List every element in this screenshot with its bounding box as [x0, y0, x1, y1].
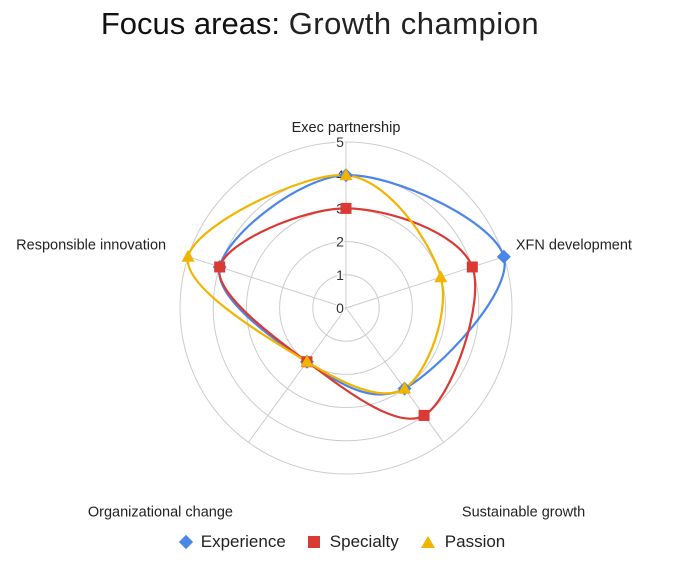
- category-label: Exec partnership: [292, 120, 401, 136]
- legend-label-passion: Passion: [444, 532, 506, 551]
- grid-spoke: [187, 256, 347, 309]
- category-label: Responsible innovation: [16, 238, 166, 254]
- data-point-passion: [434, 270, 448, 283]
- series-line-experience: [218, 174, 506, 396]
- chart-title: Focus areas: Growth champion: [0, 2, 640, 46]
- data-point-passion: [339, 168, 353, 181]
- legend-item-experience[interactable]: Experience: [178, 532, 286, 552]
- radial-tick-label: 0: [336, 300, 344, 316]
- series-line-specialty: [218, 207, 477, 420]
- grid-spoke: [248, 307, 347, 443]
- grid-spoke: [345, 256, 505, 309]
- data-point-specialty: [466, 261, 478, 273]
- legend-item-specialty[interactable]: Specialty: [307, 532, 399, 552]
- data-point-experience: [496, 249, 511, 264]
- radial-tick-label: 2: [336, 234, 344, 250]
- legend-label-specialty: Specialty: [329, 532, 399, 551]
- chart-title-prefix: Focus areas:: [100, 6, 281, 41]
- category-label: Sustainable growth: [462, 504, 585, 520]
- data-point-passion: [181, 249, 195, 262]
- data-point-specialty: [340, 202, 352, 214]
- data-point-specialty: [418, 409, 430, 421]
- triangle-marker-icon: [420, 536, 435, 548]
- legend: Experience Specialty Passion: [0, 532, 686, 552]
- grid-spoke: [345, 307, 444, 443]
- category-label: Organizational change: [88, 504, 233, 520]
- square-marker-icon: [307, 536, 320, 548]
- chart-title-subject: Growth champion: [288, 6, 540, 41]
- diamond-marker-icon: [178, 534, 193, 550]
- category-label: XFN development: [516, 238, 632, 254]
- data-point-passion: [300, 354, 314, 367]
- legend-label-experience: Experience: [200, 532, 286, 551]
- radial-tick-label: 1: [336, 267, 344, 283]
- legend-item-passion[interactable]: Passion: [420, 532, 506, 552]
- data-point-passion: [398, 381, 412, 394]
- series-line-passion: [187, 174, 445, 395]
- data-point-specialty: [214, 261, 226, 273]
- radial-tick-label: 5: [336, 134, 344, 150]
